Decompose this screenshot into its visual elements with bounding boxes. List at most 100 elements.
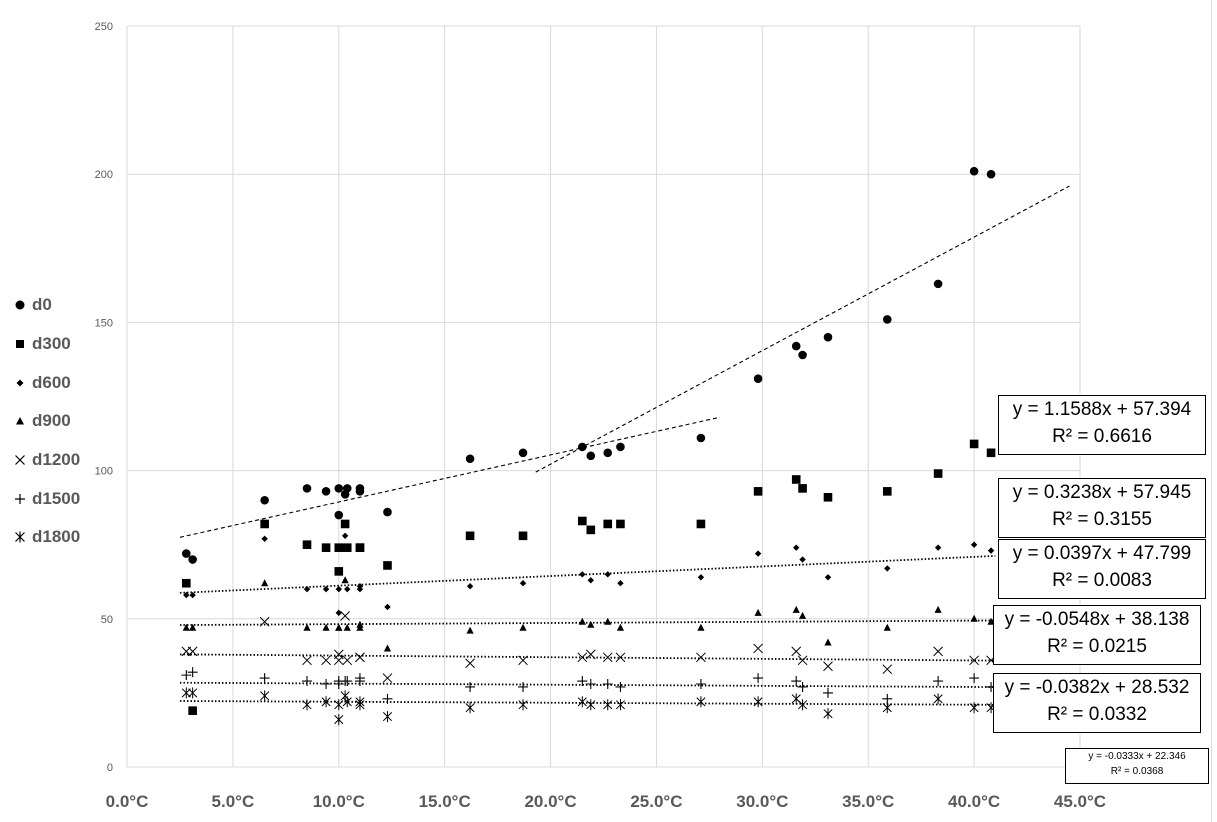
point-d600 [587, 577, 594, 584]
point-d1500 [602, 679, 613, 690]
point-d0 [882, 315, 892, 324]
point-d300 [969, 439, 979, 449]
point-d0 [342, 484, 352, 493]
point-d900 [303, 623, 311, 631]
point-d1200 [933, 646, 943, 657]
point-d1500 [797, 681, 808, 692]
x-tick-label: 5.0°C [212, 792, 255, 811]
point-d0 [518, 448, 528, 458]
point-d600 [303, 585, 311, 593]
point-d0 [383, 507, 392, 517]
equation-text: y = 0.0397x + 47.799 [1012, 543, 1192, 564]
legend-item-d600: d600 [12, 363, 80, 402]
point-d1800 [882, 702, 892, 714]
point-d300 [342, 543, 352, 552]
x-tick-label: 40.0°C [948, 792, 1000, 811]
point-d1800 [382, 711, 393, 723]
y-tick-label: 50 [101, 614, 113, 626]
diamond-marker-icon [16, 379, 24, 387]
axis-ticks: 0 50 100 150 200 250 0.0°C 5.0°C 10.0°C 15.0°C 20.… [95, 21, 1106, 811]
point-d0 [603, 448, 613, 458]
point-d1200 [696, 652, 706, 663]
point-d900 [824, 638, 832, 646]
point-d600 [519, 580, 527, 587]
r-squared-text: R² = 0.6616 [1052, 426, 1152, 447]
x-tick-label: 15.0°C [419, 792, 471, 811]
point-d900 [616, 623, 625, 631]
point-d300 [586, 525, 596, 535]
chart-frame-edge [1211, 0, 1212, 822]
point-d1500 [465, 681, 476, 692]
x-tick-label: 25.0°C [630, 792, 682, 811]
point-d1200 [615, 652, 626, 663]
legend-item-d300: d300 [12, 325, 80, 364]
x-marker-icon [15, 455, 25, 466]
point-d1800 [321, 696, 331, 708]
triangle-marker-icon [16, 417, 24, 425]
point-d300 [334, 567, 344, 576]
point-d0 [355, 487, 365, 496]
point-d1800 [355, 696, 365, 708]
point-d900 [383, 644, 392, 652]
point-d900 [341, 576, 349, 584]
plus-marker-icon [15, 493, 25, 504]
point-d300 [181, 578, 191, 588]
point-d900 [578, 617, 586, 625]
point-d1500 [342, 676, 353, 687]
legend-item-d1200: d1200 [12, 441, 80, 480]
point-d0 [188, 555, 197, 564]
point-d900 [322, 623, 330, 631]
point-d900 [754, 608, 762, 616]
point-d1200 [577, 652, 588, 663]
y-tick-label: 100 [95, 466, 113, 478]
trendline-5 [179, 681, 996, 688]
data-points [181, 166, 997, 726]
point-d300 [753, 487, 763, 496]
point-d1800 [603, 699, 613, 711]
point-d300 [791, 475, 801, 484]
point-d600 [189, 591, 196, 599]
point-d600 [261, 535, 268, 542]
point-d1500 [882, 693, 893, 704]
point-d600 [793, 544, 800, 551]
point-d1500 [302, 676, 313, 687]
point-d600 [884, 565, 891, 572]
point-d600 [697, 574, 705, 581]
legend-item-d1500: d1500 [12, 479, 80, 518]
point-d0 [334, 484, 344, 493]
point-d1200 [969, 655, 979, 666]
point-d1200 [187, 646, 198, 657]
point-d300 [334, 543, 344, 552]
x-tick-label: 45.0°C [1054, 792, 1106, 811]
point-d900 [343, 623, 351, 631]
x-tick-label: 20.0°C [524, 792, 576, 811]
point-d600 [322, 585, 330, 593]
point-d0 [823, 332, 833, 342]
point-d1800 [577, 696, 587, 708]
point-d900 [261, 579, 269, 587]
y-tick-label: 0 [107, 762, 113, 774]
point-d1200 [791, 646, 802, 657]
point-d900 [970, 614, 978, 622]
point-d0 [586, 451, 596, 461]
point-d600 [356, 585, 364, 593]
trendline-equation-d600: y = 0.0397x + 47.799 R² = 0.0083 [998, 539, 1206, 599]
legend-label: d900 [32, 411, 71, 431]
point-d1200 [259, 616, 270, 627]
point-d300 [578, 516, 587, 526]
equation-text: y = -0.0333x + 22.346 [1088, 751, 1186, 762]
point-d300 [383, 561, 392, 570]
equation-text: y = 1.1588x + 57.394 [1012, 399, 1192, 420]
y-tick-label: 150 [95, 317, 113, 329]
point-d600 [344, 585, 351, 593]
point-d0 [798, 350, 807, 360]
point-d1500 [577, 676, 588, 687]
legend-item-d1800: d1800 [12, 518, 80, 557]
point-d600 [466, 582, 474, 590]
legend-label: d1800 [32, 527, 81, 547]
x-tick-label: 30.0°C [736, 792, 788, 811]
legend-item-d900: d900 [12, 402, 80, 441]
point-d0 [260, 495, 269, 505]
equation-text: y = -0.0548x + 38.138 [1004, 609, 1190, 630]
point-d1200 [797, 655, 808, 666]
